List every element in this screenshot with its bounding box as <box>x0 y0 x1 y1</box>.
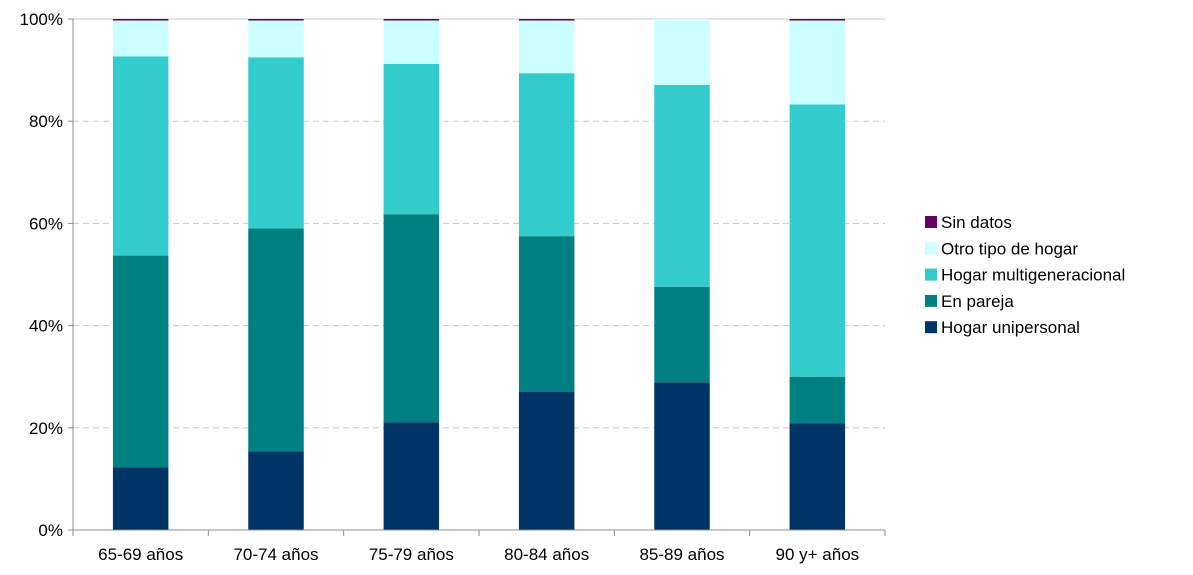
bar-segment <box>518 392 575 530</box>
legend-swatch <box>925 216 937 228</box>
bar-segment <box>383 214 440 423</box>
bars <box>112 19 846 530</box>
legend-label: Hogar multigeneracional <box>941 266 1125 285</box>
bar-segment <box>383 19 440 21</box>
x-tick-label: 85-89 años <box>639 545 724 564</box>
bar-segment <box>518 73 575 237</box>
x-tick-label: 90 y+ años <box>776 545 860 564</box>
bar-segment <box>654 286 710 383</box>
x-tick-labels: 65-69 años 70-74 años 75-79 años 80-84 años… <box>98 545 859 564</box>
gridlines <box>73 18 885 429</box>
bar-segment <box>248 20 304 58</box>
bar-segment <box>789 376 846 424</box>
x-tick-label: 75-79 años <box>369 545 454 564</box>
bar-segment <box>383 422 440 530</box>
bar-segment <box>654 382 710 530</box>
bar-segment <box>112 467 169 530</box>
legend: Sin datos Otro tipo de hogar Hogar multige… <box>925 213 1125 337</box>
bar-segment <box>112 20 169 57</box>
y-tick-label: 60% <box>29 214 63 233</box>
bar-segment <box>383 20 440 64</box>
x-tick-label: 70-74 años <box>233 545 318 564</box>
y-tick-label: 100% <box>20 10 63 29</box>
bar-segment <box>248 57 304 229</box>
bar-segment <box>789 423 846 530</box>
y-tick-label: 40% <box>29 317 63 336</box>
legend-swatch <box>925 321 937 334</box>
legend-swatch <box>925 242 937 255</box>
x-tick-label: 65-69 años <box>98 545 183 564</box>
legend-label: Sin datos <box>941 213 1012 232</box>
bar-segment <box>112 56 169 256</box>
legend-swatch <box>925 268 937 281</box>
x-tick-label: 80-84 años <box>504 545 589 564</box>
legend-swatch <box>925 294 937 307</box>
bar-segment <box>112 255 169 468</box>
bar-segment <box>383 63 440 215</box>
y-tick-labels: 0% 20% 40% 60% 80% 100% <box>20 10 63 540</box>
bar-segment <box>112 19 169 21</box>
y-tick-label: 0% <box>38 521 63 540</box>
bar-segment <box>789 104 846 377</box>
bar-segment <box>789 19 846 21</box>
y-tick-label: 80% <box>29 112 63 131</box>
bar-segment <box>248 19 304 21</box>
bar-segment <box>654 84 710 287</box>
bar-segment <box>248 228 304 452</box>
bar-segment <box>518 19 575 21</box>
bar-segment <box>789 20 846 105</box>
bar-segment <box>518 20 575 74</box>
axes <box>68 18 886 536</box>
y-tick-label: 20% <box>29 419 63 438</box>
legend-label: En pareja <box>941 292 1014 311</box>
bar-segment <box>248 451 304 530</box>
bar-segment <box>518 236 575 393</box>
bar-segment <box>654 19 710 85</box>
legend-label: Otro tipo de hogar <box>941 239 1078 258</box>
legend-label: Hogar unipersonal <box>941 318 1080 337</box>
